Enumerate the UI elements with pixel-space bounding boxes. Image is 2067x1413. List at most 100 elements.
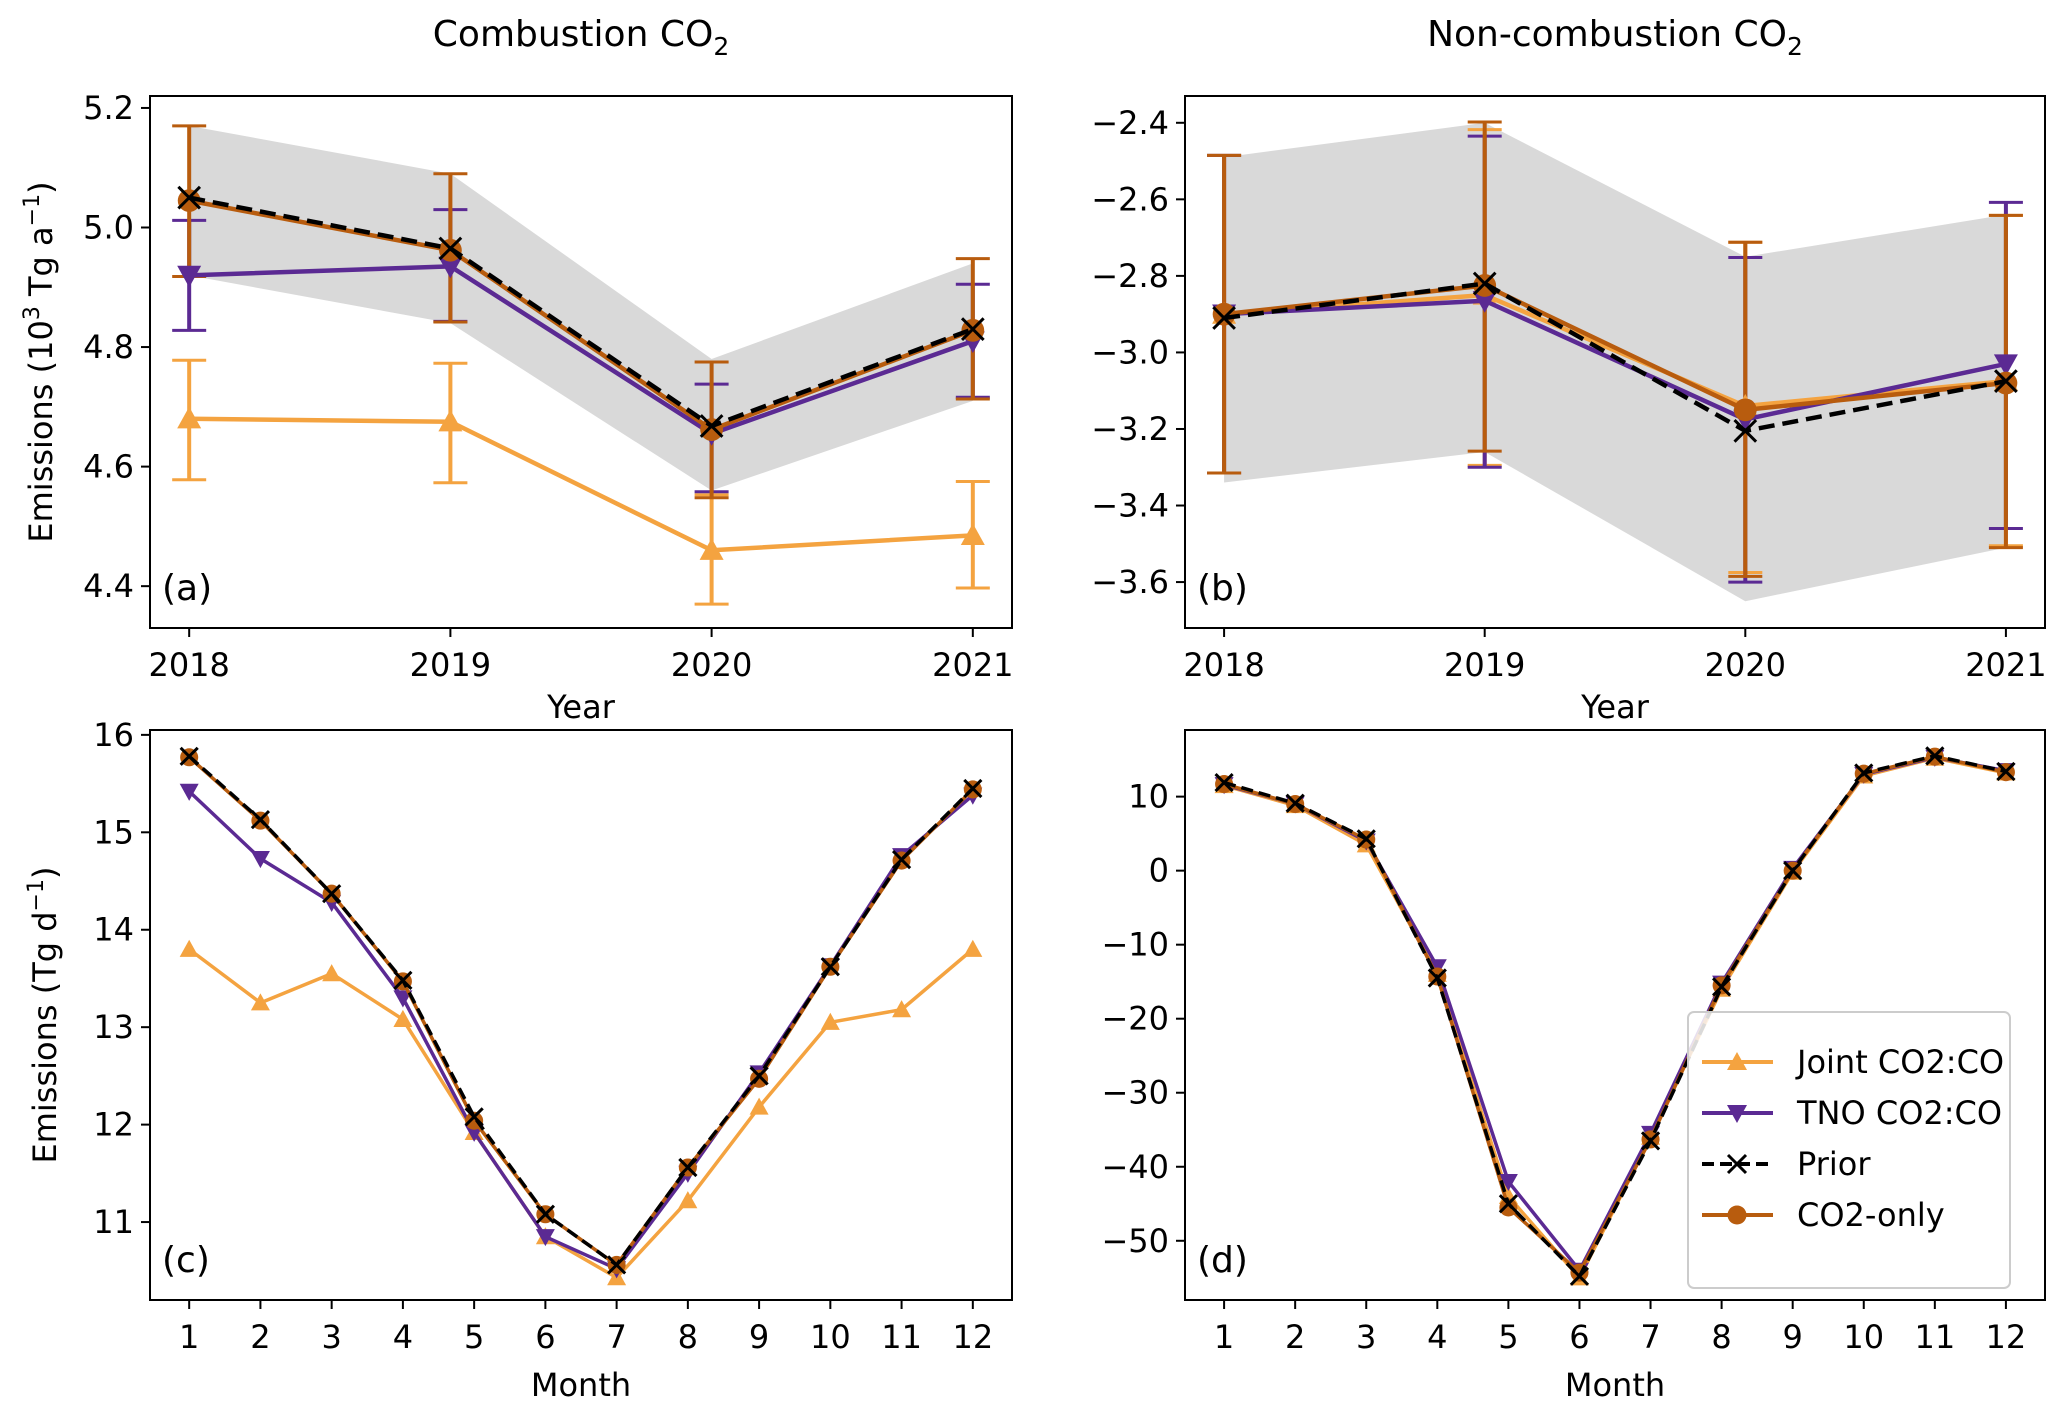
panel-d-point-prior <box>1427 968 1447 988</box>
panel-b-xtick-label: 2020 <box>1705 646 1786 684</box>
panel-a-xlabel: Year <box>546 688 616 726</box>
legend-marker-prior <box>1726 1153 1748 1175</box>
panel-c-point-joint <box>322 964 342 982</box>
panel-c-point-joint <box>892 1000 912 1018</box>
panel-c-point-joint <box>179 939 199 957</box>
legend-label: CO2-only <box>1797 1196 1945 1234</box>
panel-d-line-prior <box>1223 754 2007 1279</box>
panel-c-ytick-label: 11 <box>93 1203 134 1241</box>
panel-c-point-prior <box>322 884 342 904</box>
panel-c-point-prior <box>250 810 271 830</box>
panel-b-ytick-label: −2.4 <box>1091 104 1169 142</box>
panel-a-point-prior <box>960 317 985 341</box>
panel-a-ytick-label: 5.0 <box>83 209 134 247</box>
panel-b-label: (b) <box>1197 568 1248 609</box>
panel-c-xtick-label: 8 <box>678 1318 698 1356</box>
panel-b-point-prior <box>1994 369 2018 393</box>
panel-c-xlabel: Month <box>531 1366 631 1404</box>
panel-c-line-prior <box>188 754 975 1267</box>
panel-b-ytick-label: −3.0 <box>1091 333 1169 371</box>
panel-b-point-prior <box>1733 419 1758 443</box>
panel-d-xtick-label: 7 <box>1640 1318 1660 1356</box>
panel-a-line-joint <box>189 416 973 553</box>
panel-d-xtick-label: 6 <box>1569 1318 1589 1356</box>
panel-d-point-prior <box>1285 793 1305 813</box>
legend-box <box>1687 1011 2011 1289</box>
panel-c-point-tno <box>250 851 270 869</box>
legend-marker-tno <box>1727 1105 1747 1123</box>
panel-a-point-co2only <box>177 189 201 213</box>
panel-c-xtick-label: 5 <box>464 1318 484 1356</box>
legend-label: Prior <box>1797 1145 1871 1183</box>
panel-d-point-prior <box>1712 977 1732 997</box>
panel-a-xtick-label: 2021 <box>932 646 1013 684</box>
panel-a-ytick-label: 4.6 <box>83 448 134 486</box>
panel-c-point-prior <box>749 1066 769 1086</box>
panel-b-axes-frame <box>1184 95 2046 629</box>
panel-d-point-prior <box>1356 829 1376 849</box>
panel-d-point-prior <box>1996 761 2016 782</box>
panel-c-ytick-label: 15 <box>93 813 134 851</box>
panel-a-point-joint <box>438 409 463 432</box>
panel-b-title: Non-combustion CO2 <box>1427 14 1803 61</box>
panel-a-title: Combustion CO2 <box>433 14 729 61</box>
panel-d-xtick-label: 4 <box>1427 1318 1447 1356</box>
panel-d-ytick-label: −30 <box>1101 1074 1169 1112</box>
panel-a-axes-frame <box>149 95 1013 629</box>
panel-c-point-tno <box>393 990 413 1008</box>
panel-d-ytick-label: 0 <box>1149 852 1169 890</box>
panel-c-point-tno <box>179 783 199 801</box>
panel-c-ytick-label: 12 <box>93 1106 134 1144</box>
panel-b-xlabel: Year <box>1580 688 1650 726</box>
panel-a-point-tno <box>177 265 202 288</box>
panel-a-ytick-label: 5.2 <box>83 89 134 127</box>
panel-c-xtick-label: 10 <box>810 1318 851 1356</box>
panel-c-ytick-label: 13 <box>93 1008 134 1046</box>
panel-c-xtick-label: 6 <box>535 1318 555 1356</box>
panel-b-point-prior <box>1212 306 1236 330</box>
panel-a-line-prior <box>188 195 974 429</box>
panel-d-point-prior <box>1214 772 1234 793</box>
panel-d-ytick-label: −10 <box>1101 926 1169 964</box>
legend-label: TNO CO2:CO <box>1796 1094 2002 1132</box>
panel-c-point-prior <box>179 746 199 766</box>
panel-c-line-co2only <box>188 755 975 1267</box>
panel-d-xtick-label: 8 <box>1711 1318 1731 1356</box>
panel-a-point-joint <box>699 538 724 560</box>
panel-a-point-joint <box>960 523 985 545</box>
panel-d-xlabel: Month <box>1565 1366 1665 1404</box>
legend-marker-co2only <box>1727 1205 1747 1225</box>
panel-c-point-tno <box>535 1229 555 1247</box>
panel-d-point-prior <box>1569 1266 1590 1286</box>
panel-c-point-prior <box>607 1255 627 1275</box>
legend-entry-prior: Prior <box>1702 1145 1871 1183</box>
panel-c-point-joint <box>749 1097 769 1115</box>
panel-c-line-tno <box>187 790 974 1271</box>
panel-b-xtick-label: 2021 <box>1965 646 2046 684</box>
panel-d-axes-frame <box>1184 729 2046 1301</box>
panel-d-ytick-label: −20 <box>1101 1000 1169 1038</box>
panel-a-xtick-label: 2020 <box>671 646 752 684</box>
panel-b-ytick-label: −2.6 <box>1091 180 1169 218</box>
panel-c-xtick-label: 11 <box>881 1318 922 1356</box>
panel-d-label: (d) <box>1197 1240 1248 1281</box>
panel-c-point-joint <box>963 939 983 957</box>
panel-d-point-prior <box>1854 763 1874 783</box>
legend-entry-tno: TNO CO2:CO <box>1702 1094 2002 1132</box>
panel-a-point-joint <box>177 406 202 429</box>
panel-c-xtick-label: 3 <box>321 1318 341 1356</box>
panel-d-point-co2only <box>1499 1198 1518 1217</box>
panel-c-point-prior <box>820 957 840 977</box>
panel-a-point-prior <box>438 236 463 261</box>
panel-a-ylabel: Emissions (103 Tg a−1) <box>20 181 60 542</box>
panel-c-point-joint <box>250 993 270 1011</box>
panel-c-point-prior <box>464 1107 484 1127</box>
panel-d-ytick-label: −40 <box>1101 1148 1169 1186</box>
panel-d-point-tno <box>1498 1173 1518 1192</box>
panel-b-noncombustion-annual: Non-combustion CO2 −3.6 −3.4 −3.2 −3.0 −2.8 −… <box>1091 14 2046 726</box>
panel-a-xtick-label: 2018 <box>148 646 229 684</box>
panel-b-ytick-label: −3.6 <box>1091 563 1169 601</box>
panel-c-xtick-label: 9 <box>749 1318 769 1356</box>
